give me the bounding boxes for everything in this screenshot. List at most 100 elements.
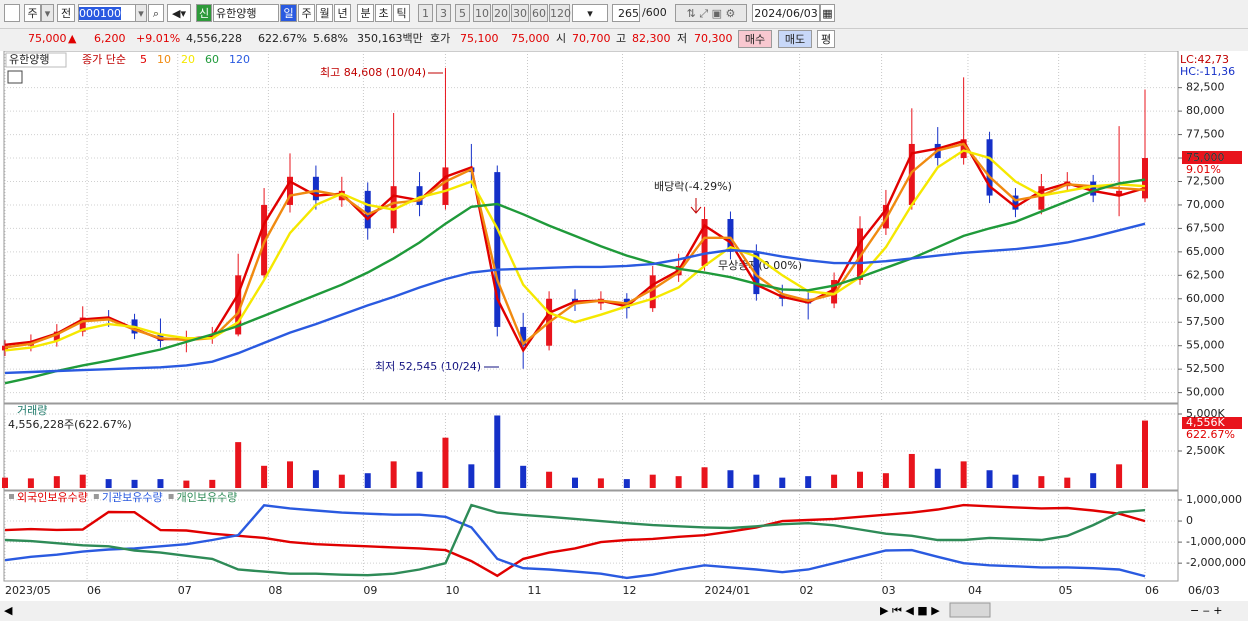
annotation-arrow	[690, 198, 702, 214]
y-tick-label: 82,500	[1186, 81, 1225, 94]
y-tick-label: 67,500	[1186, 221, 1225, 234]
candle-body	[442, 167, 449, 205]
volume-bar	[494, 415, 501, 488]
toolbar-button[interactable]: 주	[298, 4, 315, 22]
amount: 350,163백만	[357, 32, 423, 45]
legend-swatch	[93, 494, 99, 499]
code-input[interactable]: 000100	[78, 4, 136, 22]
volume-bar	[209, 479, 216, 488]
legend-entry: 5	[140, 53, 147, 66]
period-select[interactable]: 주	[24, 4, 41, 22]
zoom-controls[interactable]: − ‒ +	[1190, 604, 1222, 617]
sell-button[interactable]: 매도	[778, 30, 812, 48]
y-tick-label: 62,500	[1186, 268, 1225, 281]
toolbar-button[interactable]: 30	[511, 4, 529, 22]
bid-label: 호가	[430, 32, 451, 45]
menu-button[interactable]	[4, 4, 20, 22]
toolbar-button[interactable]: 3	[436, 4, 451, 22]
change: 6,200	[94, 32, 126, 45]
y-tick-label: 80,000	[1186, 104, 1225, 117]
holdings-panel	[3, 490, 1179, 582]
series-line	[4, 503, 1146, 578]
scroll-left[interactable]: ◀	[4, 604, 13, 617]
low-label: 저	[677, 32, 688, 45]
candle-body	[753, 251, 760, 295]
dropdown[interactable]: ▾	[41, 4, 54, 22]
y-tick-label: 60,000	[1186, 292, 1225, 305]
volume-bar	[1142, 420, 1148, 488]
low: 70,300	[694, 32, 733, 45]
annotation: 배당락(-4.29%)	[654, 180, 732, 193]
toolbar-button[interactable]: 10	[473, 4, 491, 22]
series-line	[4, 222, 1146, 375]
buy-button[interactable]: 매수	[738, 30, 772, 48]
prev-button[interactable]: 전	[57, 4, 75, 22]
y-tick-label: 72,500	[1186, 174, 1225, 187]
toolbar-button[interactable]: 20	[492, 4, 510, 22]
candle-body	[1038, 186, 1045, 210]
toolbar-button[interactable]: 5	[455, 4, 470, 22]
high: 82,300	[632, 32, 671, 45]
toolbar-button[interactable]: 60	[530, 4, 548, 22]
last-volume-box	[1182, 417, 1242, 429]
avg-button[interactable]: 평	[817, 30, 835, 48]
candle-body	[1012, 195, 1019, 210]
volume-bar	[960, 461, 967, 488]
candle-body	[1142, 158, 1148, 199]
volume: 4,556,228	[186, 32, 242, 45]
candle-body	[235, 275, 242, 335]
volume-bar	[623, 479, 630, 488]
x-tick-label: 12	[623, 584, 637, 597]
last-change: 9.01%	[1186, 163, 1221, 176]
dropdown[interactable]: ▾	[135, 4, 147, 22]
sound-button[interactable]: ◀▾	[167, 4, 191, 22]
candle-body	[287, 176, 293, 205]
count-input[interactable]: 265	[612, 4, 640, 22]
toolbar-button[interactable]: 일	[280, 4, 297, 22]
scrollbar[interactable]	[0, 601, 1248, 621]
tool-icons[interactable]: ⇅ ⤢ ▣ ⚙	[675, 4, 747, 22]
y-tick-label: 0	[1186, 514, 1193, 527]
x-tick-label: 05	[1059, 584, 1073, 597]
toolbar-button[interactable]: 틱	[393, 4, 410, 22]
x-tick-label: 07	[178, 584, 192, 597]
toolbar-button[interactable]: 120	[549, 4, 571, 22]
max-count: /600	[642, 6, 667, 19]
calendar-button[interactable]: ▦	[820, 4, 835, 22]
search-button[interactable]: ⌕	[148, 4, 164, 22]
x-tick-label: 03	[882, 584, 896, 597]
volume-bar	[805, 476, 812, 488]
date-input[interactable]: 2024/06/03	[752, 4, 820, 22]
toolbar-button[interactable]: 년	[334, 4, 351, 22]
stock-name[interactable]: 유한양행	[213, 4, 279, 22]
volume-bar	[1116, 464, 1123, 488]
last-volume: 4,556K	[1186, 416, 1225, 429]
volume-bar	[546, 471, 553, 488]
code-text: 000100	[79, 7, 121, 20]
blank-select[interactable]: ▾	[572, 4, 608, 22]
scroll-right[interactable]: ▶ ⏮ ◀ ■ ▶	[880, 604, 940, 617]
volume-bar	[364, 473, 371, 488]
scroll-thumb[interactable]	[949, 602, 991, 618]
toolbar-button[interactable]: 1	[418, 4, 433, 22]
candle-body	[494, 172, 501, 327]
annotation: 최저 52,545 (10/24)	[375, 360, 481, 373]
x-tick-label: 09	[363, 584, 377, 597]
toolbar-button[interactable]: 분	[357, 4, 374, 22]
volume-bar	[572, 477, 578, 488]
ask: 75,100	[460, 32, 499, 45]
y-tick-label: 77,500	[1186, 128, 1225, 141]
candle-body	[2, 345, 8, 351]
volume-bar	[1038, 476, 1045, 488]
y-tick-label: 50,000	[1186, 386, 1225, 399]
toolbar-button[interactable]: 초	[375, 4, 392, 22]
table-icon[interactable]	[7, 70, 23, 84]
x-tick-label: 04	[968, 584, 982, 597]
annotation: 무상증자(0.00%)	[718, 259, 802, 272]
x-tick-label: 02	[800, 584, 814, 597]
volume-panel	[3, 403, 1179, 491]
toolbar-button[interactable]: 월	[316, 4, 333, 22]
volume-bar	[157, 479, 164, 488]
volume-bar	[27, 478, 34, 488]
y-tick-label: 55,000	[1186, 339, 1225, 352]
